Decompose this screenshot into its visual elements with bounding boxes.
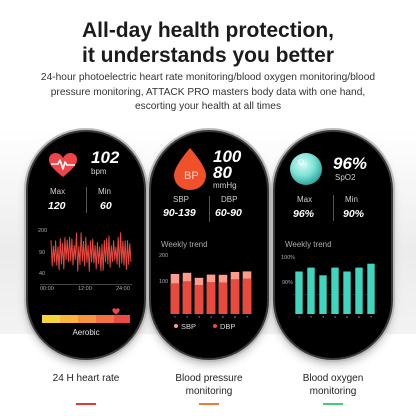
- y-tick-200: 200: [38, 228, 48, 234]
- max-value: 96%: [293, 208, 315, 220]
- max-label: Max: [297, 195, 313, 204]
- spo2-bar: [367, 263, 375, 314]
- dbp-bar: [206, 282, 216, 314]
- blood-pressure-watch: BP 100 80 mmHg SBP 90-139 DBP 60-90 Week…: [151, 132, 267, 358]
- subtitle-line-3: escorting your health at all times: [134, 101, 282, 112]
- bp-trend-title: Weekly trend: [161, 240, 208, 249]
- y-tick-90: 90: [39, 250, 46, 256]
- dbp-range: 60-90: [215, 207, 242, 219]
- spo2-bar: [319, 275, 327, 314]
- heart-rate-value: 102: [91, 148, 120, 167]
- bp-value-top: 100: [213, 147, 242, 166]
- sbp-legend-dot: [174, 324, 178, 328]
- dbp-bar: [242, 278, 252, 314]
- x-tick-00: 00:00: [40, 286, 54, 292]
- spo2-bar: [331, 267, 339, 314]
- headline-line-2: it understands you better: [81, 44, 335, 67]
- max-label: Max: [50, 187, 66, 196]
- heart-rate-line: [50, 232, 132, 272]
- subtitle-line-2: pressure monitoring, ATTACK PRO masters …: [50, 86, 366, 98]
- blood-oxygen-watch: O₂ 96% SpO2 Max 96% Min 90% Weekly trend…: [275, 132, 391, 358]
- blood-drop-icon: [174, 148, 206, 190]
- zone-label: Aerobic: [72, 328, 100, 337]
- dbp-label: DBP: [221, 195, 238, 204]
- divider: [209, 196, 210, 222]
- spo2-x-tick: 6: [358, 315, 361, 318]
- bp-value-bottom: 80: [213, 163, 232, 182]
- underline-blood-oxygen: [323, 403, 343, 405]
- min-label: Min: [98, 187, 111, 196]
- spo2-bar: [343, 271, 351, 314]
- spo2-bar: [295, 271, 303, 314]
- dbp-bar: [194, 285, 204, 314]
- heart-icon: [49, 153, 77, 177]
- sbp-label: SBP: [173, 195, 190, 204]
- dbp-bar: [182, 281, 192, 314]
- bp-x-tick: 5: [222, 315, 225, 318]
- caption-o2-line-1: Blood oxygen: [302, 373, 364, 384]
- bp-icon-text: BP: [184, 170, 199, 182]
- dbp-legend-dot: [213, 324, 217, 328]
- spo2-weekly-chart: 1 2 3 4 5 6 7: [293, 263, 377, 318]
- heart-rate-graph: 200 90 40: [38, 228, 134, 280]
- bp-x-tick: 1: [174, 315, 177, 318]
- caption-heart-rate: 24 H heart rate: [52, 373, 120, 384]
- spo2-x-tick: 5: [346, 315, 349, 318]
- min-value: 90%: [343, 208, 365, 220]
- spo2-x-tick: 4: [334, 315, 337, 318]
- caption-bp-line-2: monitoring: [185, 386, 233, 397]
- bp-x-tick: 4: [210, 315, 213, 318]
- dbp-bar: [218, 282, 228, 314]
- underline-blood-pressure: [199, 403, 219, 405]
- dbp-legend-label: DBP: [220, 322, 236, 331]
- dbp-bar: [230, 279, 240, 314]
- oxygen-orb-icon: [290, 153, 322, 185]
- x-tick-12: 12:00: [78, 286, 92, 292]
- bp-x-tick: 7: [246, 315, 249, 318]
- sbp-legend-label: SBP: [181, 322, 197, 331]
- caption-blood-oxygen: Blood oxygen monitoring: [263, 372, 403, 398]
- divider: [86, 187, 87, 213]
- oxygen-icon-text: O₂: [298, 158, 308, 167]
- graph-baseline: [40, 284, 132, 285]
- min-value: 60: [100, 200, 112, 212]
- spo2-x-tick: 2: [310, 315, 313, 318]
- spo2-unit: SpO2: [335, 173, 356, 182]
- caption-o2-line-2: monitoring: [309, 386, 357, 397]
- spo2-y-tick-90: 90%: [282, 280, 294, 286]
- divider: [333, 195, 334, 221]
- bp-unit: mmHg: [213, 181, 237, 190]
- spo2-x-tick: 3: [322, 315, 325, 318]
- heart-rate-zone-bar: [42, 315, 130, 323]
- spo2-bar: [307, 267, 315, 314]
- spo2-y-tick-100: 100%: [281, 255, 296, 261]
- spo2-x-tick: 7: [370, 315, 373, 318]
- dbp-bar: [170, 283, 180, 314]
- caption-bp-line-1: Blood pressure: [175, 373, 243, 384]
- spo2-x-tick: 1: [298, 315, 301, 318]
- bp-x-tick: 3: [198, 315, 201, 318]
- spo2-bar: [355, 267, 363, 314]
- heart-rate-waveform: [50, 232, 132, 272]
- sbp-range: 90-139: [163, 207, 196, 219]
- headline-line-1: All-day health protection,: [81, 19, 335, 42]
- bp-x-tick: 2: [186, 315, 189, 318]
- max-value: 120: [48, 200, 66, 212]
- subtitle-line-1: 24-hour photoelectric heart rate monitor…: [40, 72, 376, 83]
- bp-y-tick-100: 100: [159, 279, 169, 285]
- min-label: Min: [345, 195, 358, 204]
- heart-rate-watch: 102 bpm Max 120 Min 60 200 90 40 00:00 1…: [28, 132, 144, 358]
- bp-y-tick-200: 200: [159, 253, 169, 259]
- underline-heart-rate: [76, 403, 96, 405]
- spo2-trend-title: Weekly trend: [285, 240, 332, 249]
- zone-heart-icon: [112, 308, 120, 315]
- caption-blood-pressure: Blood pressure monitoring: [139, 372, 279, 398]
- bp-weekly-chart: 1 2 3 4 5 6 7: [169, 271, 253, 318]
- y-tick-40: 40: [39, 271, 46, 277]
- heart-rate-unit: bpm: [91, 167, 107, 176]
- bp-x-tick: 6: [234, 315, 237, 318]
- x-tick-24: 24:00: [116, 286, 130, 292]
- subtitle: 24-hour photoelectric heart rate monitor…: [14, 71, 402, 115]
- spo2-value: 96%: [333, 154, 368, 173]
